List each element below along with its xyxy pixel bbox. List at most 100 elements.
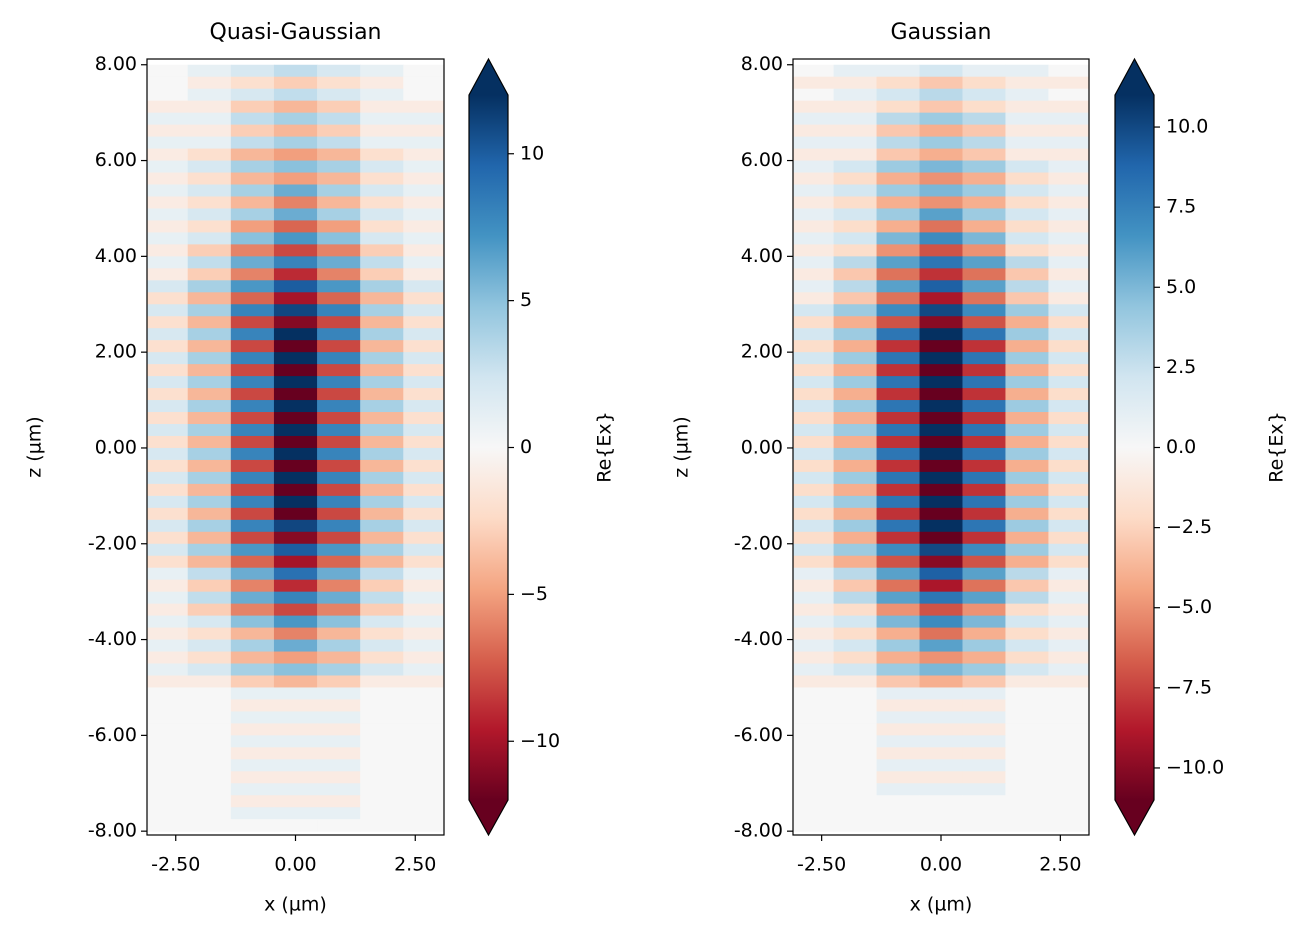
cell <box>1048 268 1089 281</box>
cell <box>1048 340 1089 353</box>
cell <box>1048 328 1089 341</box>
cell <box>230 196 275 210</box>
cell <box>147 352 189 365</box>
cell <box>793 459 835 473</box>
cell <box>1005 591 1050 605</box>
cell <box>1048 184 1089 198</box>
cell <box>876 471 921 485</box>
cell <box>1048 447 1089 461</box>
cell <box>1005 759 1050 772</box>
cell <box>876 447 921 461</box>
cell <box>360 759 404 772</box>
cell <box>876 340 921 353</box>
cell <box>919 687 964 701</box>
cell <box>403 771 444 784</box>
cell <box>187 795 232 808</box>
cell <box>833 567 878 581</box>
cell <box>919 244 964 257</box>
cell <box>147 208 189 222</box>
cell <box>403 471 444 485</box>
cell <box>1005 400 1050 413</box>
cell <box>876 459 921 473</box>
cell <box>230 376 275 389</box>
cell <box>793 292 835 305</box>
cell <box>962 328 1007 341</box>
cell <box>919 136 964 150</box>
cell <box>793 424 835 437</box>
cell <box>833 459 878 473</box>
cell <box>273 184 318 198</box>
cell <box>360 471 404 485</box>
cell <box>793 64 835 78</box>
cell <box>1048 723 1089 736</box>
cell <box>147 280 189 293</box>
cell <box>1005 447 1050 461</box>
cell <box>273 771 318 784</box>
x-tick-label: 2.50 <box>1039 854 1081 876</box>
cell <box>360 771 404 784</box>
cell <box>919 507 964 521</box>
cell <box>962 579 1007 593</box>
cell <box>273 112 318 126</box>
cell <box>793 364 835 377</box>
cell <box>1048 435 1089 449</box>
cell <box>273 579 318 593</box>
cell <box>360 304 404 317</box>
cell <box>833 316 878 329</box>
cell <box>1048 555 1089 569</box>
cell <box>962 400 1007 413</box>
cell <box>147 400 189 413</box>
cell <box>147 76 189 90</box>
cell <box>962 795 1007 808</box>
cell <box>317 519 361 533</box>
cell <box>793 747 835 760</box>
cell <box>1005 184 1050 198</box>
cell <box>360 735 404 748</box>
cell <box>1048 160 1089 174</box>
cell <box>317 172 361 186</box>
cell <box>793 400 835 413</box>
cell <box>403 507 444 521</box>
cell <box>833 795 878 808</box>
cell <box>230 124 275 138</box>
cell <box>876 795 921 808</box>
cell <box>1048 400 1089 413</box>
colorbar-extend-min <box>469 800 508 835</box>
cell <box>317 615 361 629</box>
cell <box>230 495 275 509</box>
cell <box>230 304 275 317</box>
cell <box>273 435 318 449</box>
cell <box>876 184 921 198</box>
cell <box>360 783 404 796</box>
cell <box>360 567 404 581</box>
cell <box>147 148 189 162</box>
cell <box>187 567 232 581</box>
cell <box>1005 579 1050 593</box>
cell <box>360 507 404 521</box>
cell <box>919 435 964 449</box>
cell <box>230 759 275 772</box>
cell <box>403 687 444 701</box>
cell <box>919 471 964 485</box>
cell <box>833 519 878 533</box>
cell <box>1048 543 1089 557</box>
cell <box>317 591 361 605</box>
cell <box>876 555 921 569</box>
cell <box>793 244 835 257</box>
cell <box>962 519 1007 533</box>
cell <box>793 376 835 389</box>
cell <box>403 543 444 557</box>
cell <box>876 352 921 365</box>
cell <box>360 699 404 713</box>
cell <box>230 447 275 461</box>
cell <box>187 244 232 257</box>
cell <box>876 771 921 784</box>
cell <box>876 208 921 222</box>
cell <box>273 519 318 533</box>
cell <box>919 424 964 437</box>
cell <box>360 795 404 808</box>
colorbar <box>469 95 508 800</box>
cell <box>876 579 921 593</box>
cell <box>833 112 878 126</box>
cell <box>1005 136 1050 150</box>
